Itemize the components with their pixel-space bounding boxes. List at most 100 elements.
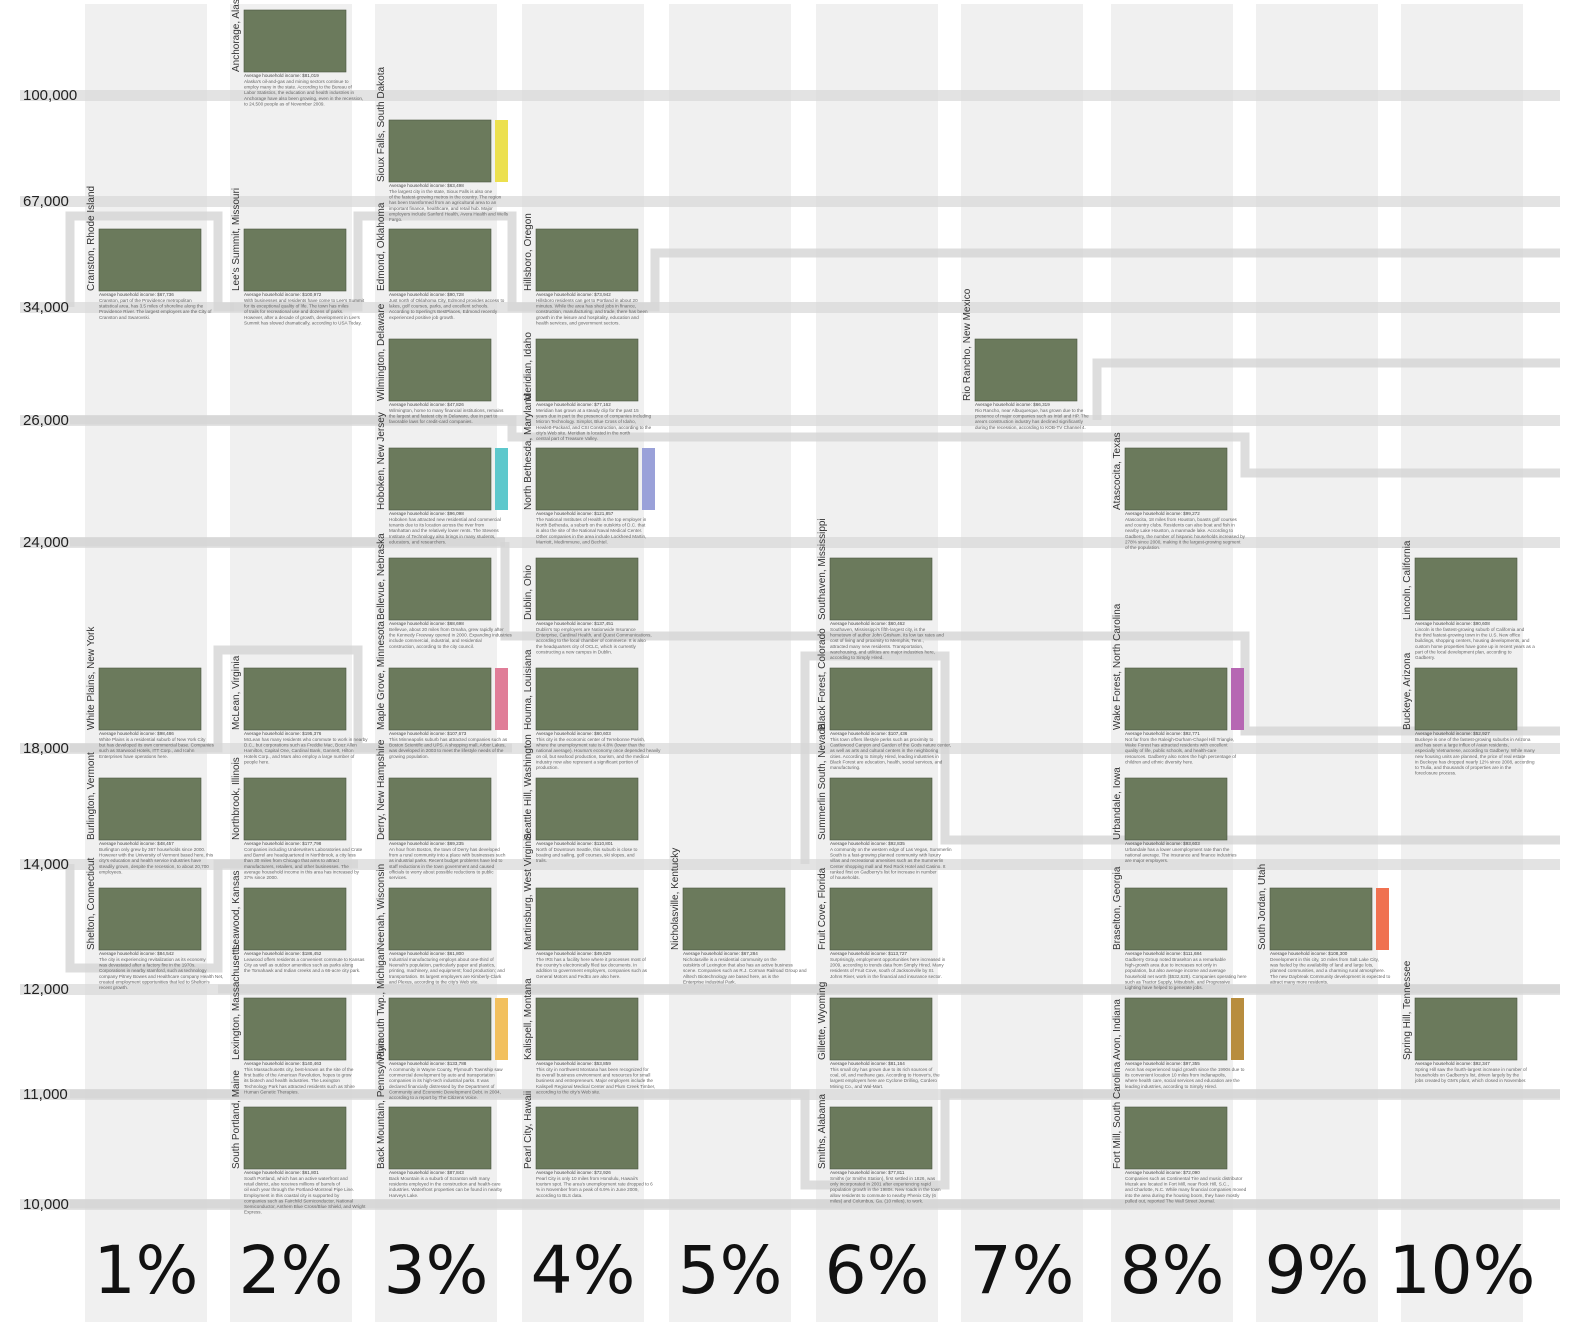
income-value: Average household income: $90,728 [389,292,464,297]
x-tick-label: 7% [970,1232,1075,1309]
city-photo-frame [535,447,639,511]
city-description: foreclosure process. [1415,771,1456,776]
city-name: South Jordan, Utah [1257,864,1268,950]
city-description: resources. Gadberry also notes the high … [1125,754,1237,759]
city-description: Not far from the Raleigh-Durham-Chapel H… [1125,737,1234,742]
color-marker [1376,888,1389,950]
city-description: Nicholasville is a residential community… [683,957,777,962]
income-value: Average household income: $98,486 [99,731,174,736]
city-description: of the population. [1125,545,1160,550]
city-description: according to a report by The Citizens Vo… [389,1095,478,1100]
city-description: growing population. [389,754,429,759]
city-description: outskirts of Lexington that also has an … [683,963,794,968]
city-photo-frame [243,887,347,951]
city-name: Leawood, Kansas [231,870,242,950]
city-description: manufacturing. [830,765,860,770]
city-description: of the fastest-growing metros in the cou… [389,195,502,200]
city-description: has been transformed from an agricultura… [389,200,497,205]
column-band-8% [1111,4,1233,1322]
city-name: Southaven, Mississippi [817,518,828,620]
city-name: Rio Rancho, New Mexico [962,288,973,401]
city-name: Sioux Falls, South Dakota [376,67,387,182]
city-description: boating and sailing, golf courses, ski s… [536,853,635,858]
city-photo-frame [98,777,202,841]
city-description: Employment in this coastal city is suppo… [244,1193,340,1198]
city-photo [830,558,932,620]
column-band-7% [961,4,1083,1322]
city-description: companies in its high-tech industrial pa… [389,1078,490,1083]
city-description: Buckeye is one of the fastest-growing su… [1415,737,1531,742]
gridline-24,000 [20,537,1560,548]
city-description: Pearl City is only 10 miles from Honolul… [536,1176,639,1181]
city-photo [536,339,638,401]
column-band-6% [816,4,938,1322]
city-photo-frame [98,228,202,292]
city-description: cost of living and proximity to Memphis,… [830,638,924,643]
city-description: According to Sperling's BestPlaces, Edmo… [389,309,498,314]
city-photo [389,120,491,182]
city-photo-frame [388,1106,492,1170]
gridline-14,000 [20,859,1560,870]
city-photo-frame [388,997,492,1061]
city-photo-frame [243,777,347,841]
city-description: business and entrepreneurs. Major employ… [536,1078,653,1083]
city-name: Shelton, Connecticut [86,857,97,950]
city-description: Anchorage have also been growing, even i… [244,96,363,101]
city-photo-frame [535,228,639,292]
city-photo [99,229,201,291]
city-photo-frame [829,997,933,1061]
connector-line-8 [65,859,358,973]
city-description: Center shopping mall and Red Rock Hotel … [830,864,946,869]
city-description: national average. The insurance and fina… [1125,853,1237,858]
connector-line-6 [70,645,512,753]
income-value: Average household income: $49,629 [536,951,611,956]
income-value: Average household income: $110,801 [536,841,613,846]
city-description: national average). Houma's economy once … [536,748,661,753]
city-description: A community in Wayne County, Plymouth To… [389,1067,503,1072]
city-description: according to the local chamber of commer… [536,638,646,643]
income-value: Average household income: $177,798 [244,841,322,846]
column-band-4% [522,4,644,1322]
city-description: according to BLS data. [536,1193,582,1198]
city-description: An hour from Boston, the town of Derry h… [389,847,500,852]
city-description: Black Forest are education, health, soci… [830,759,943,764]
city-description: Human Genetic Therapies. [244,1089,299,1094]
city-photo [244,1107,346,1169]
city-photo [1125,888,1227,950]
city-description: commercial development by auto and trans… [389,1073,495,1078]
city-description: to Trulia, and thousands of properties a… [1415,765,1512,770]
city-description: part of the local development plan, acco… [1415,649,1512,654]
connector-line-10 [70,1089,1560,1190]
city-description: Hewlett-Packard, and CSI Construction, a… [536,425,652,430]
city-description: addition to government employers, compan… [536,968,648,973]
city-description: and Barrel are headquartered in Northbro… [244,853,357,858]
x-tick-label: 5% [678,1232,783,1309]
city-photo-frame [1124,667,1228,731]
city-description: Muzak are located in Fort Mill, near Roc… [1125,1182,1229,1187]
city-description: However with the University of Vermont b… [99,853,214,858]
city-description: Rio Rancho, near Albuquerque, has grown … [975,408,1084,413]
city-description: of households. [830,875,860,880]
city-description: as well as arts and cultural centers in … [830,748,939,753]
city-description: tenants due to its location across the r… [389,523,484,528]
city-description: declared financially distressed by the D… [389,1084,495,1089]
city-description: miles) and Columbus, Ga. (10 miles), to … [830,1198,923,1203]
city-photo [244,778,346,840]
city-description: Gadberry Group noted Braselton as a rema… [1125,957,1226,962]
x-tick-label: 6% [825,1232,930,1309]
income-value: Average household income: $60,462 [830,621,905,626]
city-description: attracted many new residents. Transporta… [830,644,923,649]
income-value: Average household income: $84,542 [99,951,174,956]
city-description: educators, and researchers. [389,539,446,544]
city-description: the Kennedy Freeway opened in 2000. Expa… [389,633,513,638]
income-value: Average household income: $66,319 [975,402,1050,407]
city-description: South is a fast-growing planned communit… [830,853,942,858]
